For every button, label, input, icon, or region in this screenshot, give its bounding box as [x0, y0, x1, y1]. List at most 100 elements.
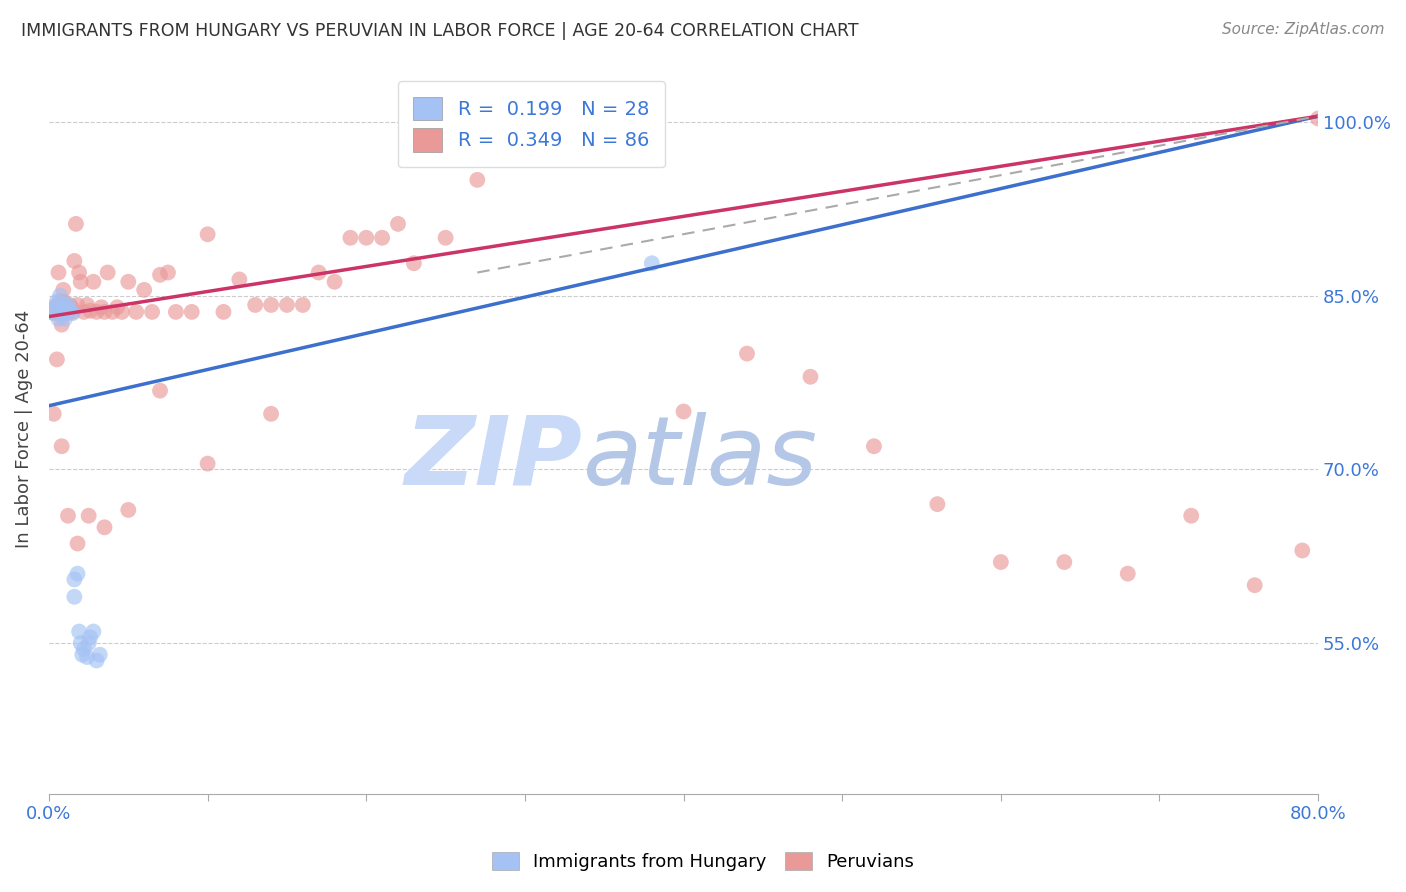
Point	[180, 305, 202, 319]
Point	[402, 256, 425, 270]
Point	[111, 305, 134, 319]
Point	[44, 300, 66, 314]
Point	[72, 648, 94, 662]
Point	[97, 266, 120, 280]
Point	[86, 305, 108, 319]
Point	[42, 306, 65, 320]
Point	[51, 318, 73, 332]
Point	[86, 653, 108, 667]
Legend: Immigrants from Hungary, Peruvians: Immigrants from Hungary, Peruvians	[485, 845, 921, 879]
Point	[53, 305, 76, 319]
Point	[45, 294, 67, 309]
Point	[73, 305, 96, 319]
Y-axis label: In Labor Force | Age 20-64: In Labor Force | Age 20-64	[15, 310, 32, 548]
Point	[82, 275, 104, 289]
Point	[79, 630, 101, 644]
Point	[156, 266, 179, 280]
Point	[48, 266, 70, 280]
Point	[60, 300, 83, 314]
Point	[339, 231, 361, 245]
Point	[67, 624, 90, 639]
Point	[77, 636, 100, 650]
Point	[93, 305, 115, 319]
Point	[45, 306, 67, 320]
Point	[1053, 555, 1076, 569]
Point	[117, 275, 139, 289]
Text: Source: ZipAtlas.com: Source: ZipAtlas.com	[1222, 22, 1385, 37]
Point	[197, 227, 219, 242]
Point	[67, 266, 90, 280]
Point	[82, 624, 104, 639]
Point	[434, 231, 457, 245]
Point	[73, 641, 96, 656]
Point	[69, 636, 91, 650]
Point	[48, 311, 70, 326]
Point	[1291, 543, 1313, 558]
Point	[52, 283, 75, 297]
Point	[79, 303, 101, 318]
Point	[93, 520, 115, 534]
Point	[52, 302, 75, 317]
Text: ZIP: ZIP	[404, 411, 582, 505]
Point	[641, 256, 664, 270]
Point	[799, 369, 821, 384]
Point	[291, 298, 314, 312]
Point	[387, 217, 409, 231]
Point	[45, 352, 67, 367]
Point	[53, 298, 76, 312]
Point	[76, 650, 98, 665]
Point	[44, 300, 66, 314]
Point	[149, 384, 172, 398]
Point	[134, 283, 156, 297]
Point	[77, 508, 100, 523]
Point	[76, 298, 98, 312]
Point	[609, 115, 631, 129]
Point	[735, 346, 758, 360]
Point	[53, 298, 76, 312]
Point	[276, 298, 298, 312]
Text: atlas: atlas	[582, 411, 817, 505]
Point	[49, 306, 72, 320]
Point	[49, 294, 72, 309]
Point	[63, 590, 86, 604]
Point	[49, 288, 72, 302]
Point	[45, 298, 67, 312]
Point	[52, 294, 75, 309]
Point	[69, 275, 91, 289]
Point	[56, 298, 79, 312]
Point	[56, 306, 79, 320]
Point	[53, 311, 76, 326]
Point	[51, 306, 73, 320]
Point	[51, 302, 73, 317]
Point	[323, 275, 346, 289]
Point	[62, 305, 84, 319]
Point	[65, 217, 87, 231]
Point	[1180, 508, 1202, 523]
Point	[863, 439, 886, 453]
Point	[1308, 112, 1330, 126]
Legend: R =  0.199   N = 28, R =  0.349   N = 86: R = 0.199 N = 28, R = 0.349 N = 86	[398, 81, 665, 168]
Point	[927, 497, 949, 511]
Point	[55, 302, 77, 317]
Point	[58, 302, 80, 317]
Point	[63, 573, 86, 587]
Point	[66, 566, 89, 581]
Point	[117, 503, 139, 517]
Point	[245, 298, 267, 312]
Point	[465, 173, 488, 187]
Point	[149, 268, 172, 282]
Point	[62, 306, 84, 320]
Point	[58, 298, 80, 312]
Point	[228, 272, 250, 286]
Point	[51, 439, 73, 453]
Point	[672, 404, 695, 418]
Point	[45, 302, 67, 317]
Point	[356, 231, 378, 245]
Point	[101, 305, 124, 319]
Point	[55, 300, 77, 314]
Point	[1116, 566, 1139, 581]
Point	[63, 254, 86, 268]
Point	[89, 648, 111, 662]
Point	[561, 138, 583, 153]
Point	[1243, 578, 1265, 592]
